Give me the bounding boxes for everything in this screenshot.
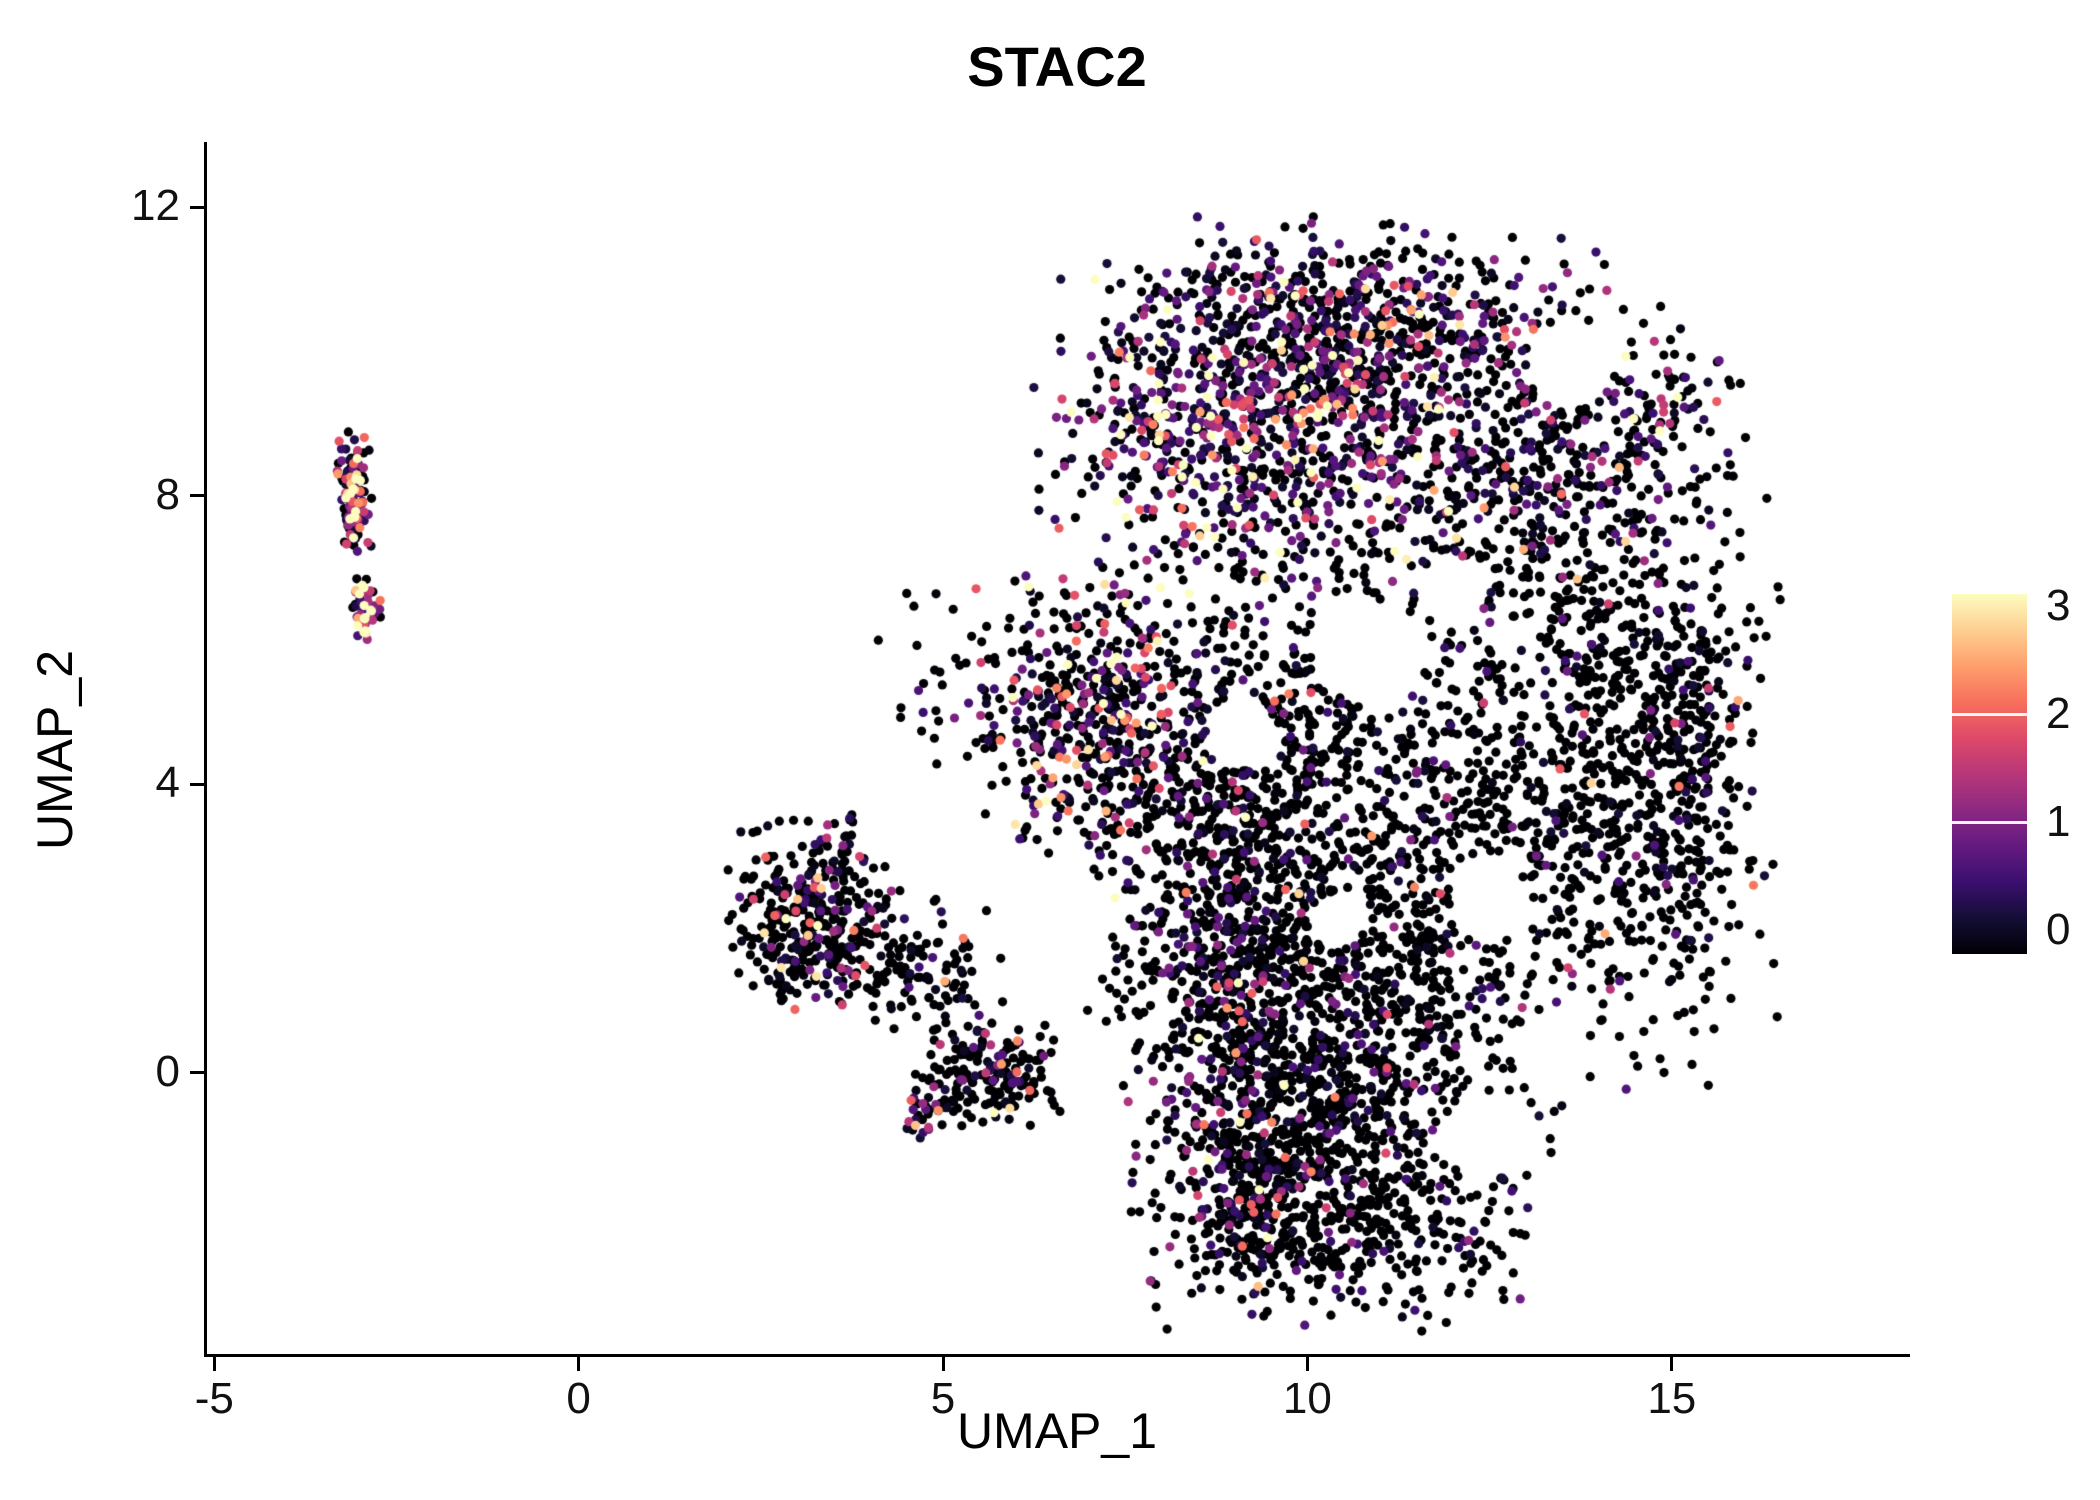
y-tick-label: 0 (155, 1046, 180, 1096)
x-tick-mark (1305, 1357, 1309, 1371)
y-tick-mark (190, 494, 204, 498)
y-tick-mark (190, 782, 204, 786)
x-tick-mark (212, 1357, 216, 1371)
x-tick-mark (577, 1357, 581, 1371)
chart-title: STAC2 (967, 35, 1147, 98)
x-tick-label: 15 (1647, 1374, 1697, 1423)
colorbar-tick-mark (1952, 712, 2027, 716)
colorbar-tick-mark (1952, 820, 2027, 824)
x-tick-mark (1670, 1357, 1674, 1371)
y-tick-label: 8 (155, 469, 180, 519)
x-tick-label: 5 (930, 1374, 956, 1423)
colorbar-tick-label: 0 (2046, 905, 2071, 954)
x-tick-label: -5 (194, 1374, 234, 1423)
colorbar-tick-label: 1 (2046, 797, 2071, 846)
x-tick-label: 0 (566, 1374, 591, 1423)
x-axis-line (204, 1354, 1910, 1357)
y-tick-mark (190, 205, 204, 209)
x-axis-label: UMAP_1 (956, 1403, 1158, 1459)
y-tick-label: 12 (131, 181, 180, 231)
colorbar-gradient (1952, 594, 2027, 954)
y-axis-line (204, 142, 207, 1357)
y-tick-label: 4 (155, 758, 180, 808)
x-tick-mark (941, 1357, 945, 1371)
y-axis-label: UMAP_2 (27, 649, 83, 851)
colorbar-tick-label: 3 (2046, 581, 2071, 630)
x-tick-label: 10 (1282, 1374, 1332, 1423)
colorbar-tick-label: 2 (2046, 689, 2071, 738)
y-tick-mark (190, 1071, 204, 1075)
